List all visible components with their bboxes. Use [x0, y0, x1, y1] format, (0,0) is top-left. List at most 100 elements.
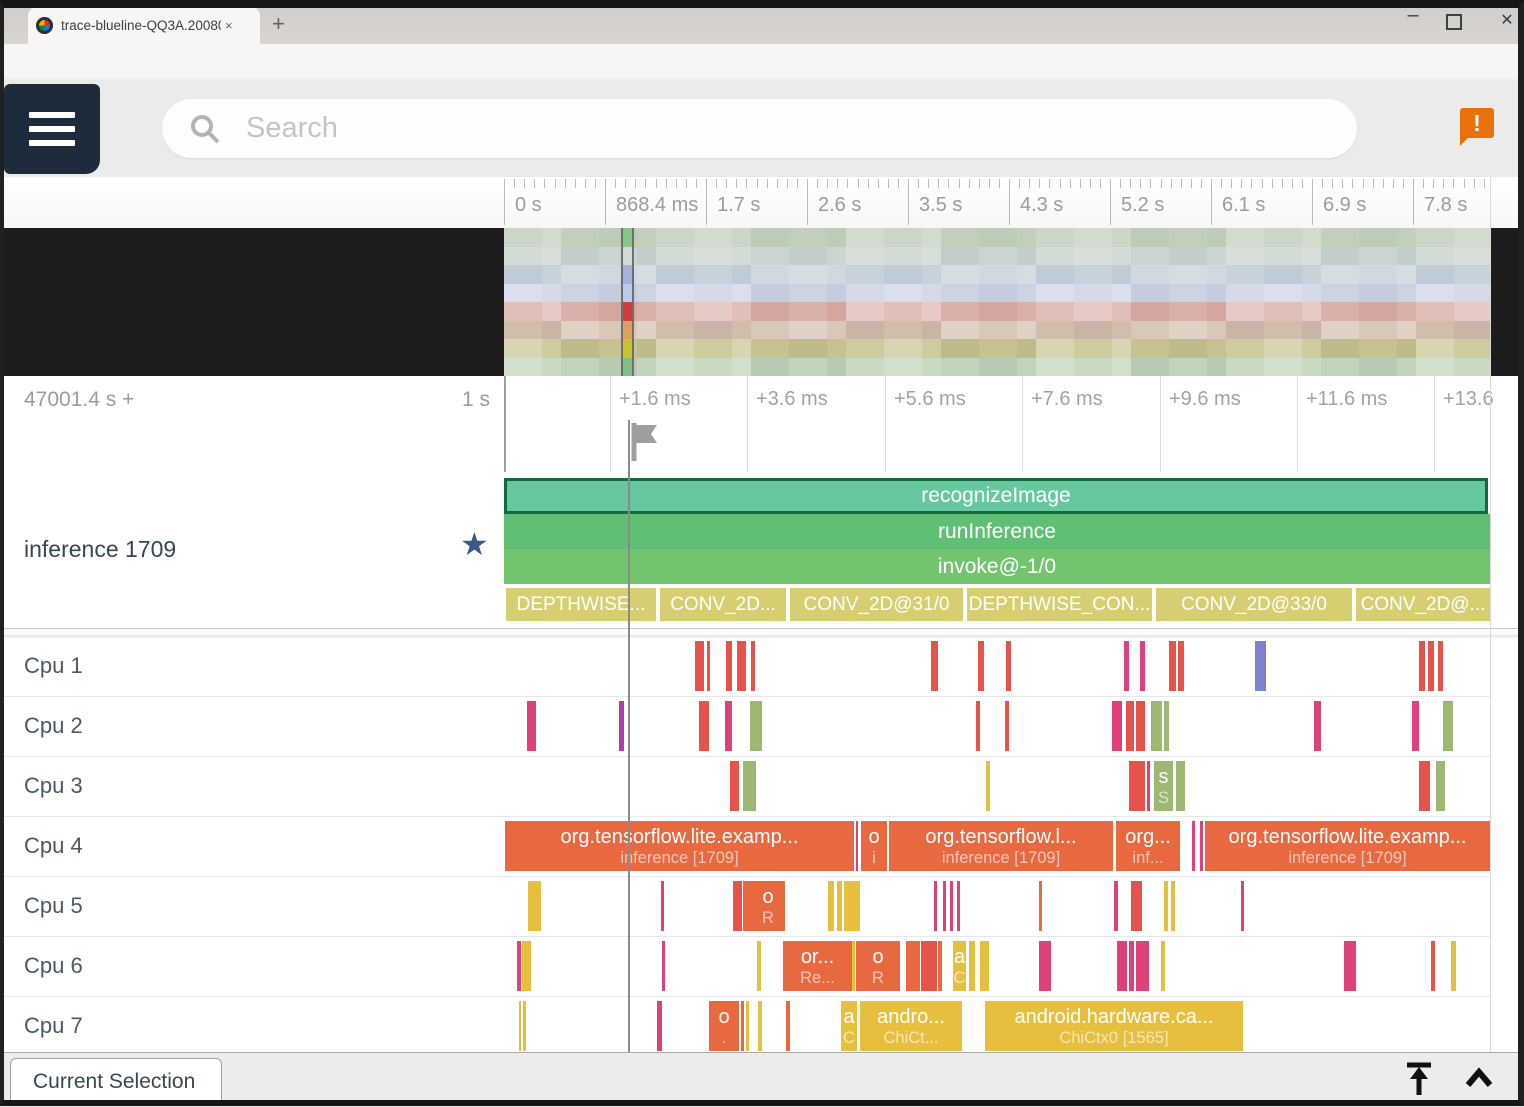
slice[interactable] — [921, 941, 937, 991]
timeline-ruler[interactable]: 0 s 868.4 ms 1.7 s 2.6 s 3.5 s 4.3 s 5.2 s 6.1 … — [0, 177, 1524, 228]
slice-op[interactable]: CONV_2D@31/0 — [790, 588, 963, 621]
slice[interactable] — [1169, 641, 1176, 691]
slice-op[interactable]: DEPTHWISE... — [506, 588, 656, 621]
slice[interactable] — [619, 701, 624, 751]
slice[interactable] — [523, 1001, 526, 1051]
pinned-area-separator[interactable] — [0, 628, 1524, 635]
slice[interactable] — [1140, 641, 1145, 691]
slice[interactable] — [1129, 761, 1145, 811]
pinned-track-inference[interactable]: inference 1709 ★ recognizeImage runInfere… — [0, 472, 1524, 628]
slice[interactable] — [517, 941, 521, 991]
slice[interactable] — [978, 641, 984, 691]
slice[interactable] — [828, 881, 834, 931]
search-bar[interactable] — [162, 99, 1357, 158]
slice-andro-[interactable]: andro... ChiCt... — [860, 1001, 962, 1051]
slice[interactable] — [699, 701, 709, 751]
window-maximize-button[interactable] — [1446, 14, 1462, 30]
slice[interactable] — [662, 941, 665, 991]
slice[interactable] — [1419, 641, 1425, 691]
slice[interactable] — [1161, 941, 1165, 991]
slice[interactable] — [1124, 641, 1129, 691]
slice[interactable] — [1129, 941, 1134, 991]
slice[interactable] — [726, 641, 732, 691]
slice[interactable] — [1005, 701, 1009, 751]
slice[interactable] — [950, 881, 953, 931]
slice[interactable] — [1117, 941, 1127, 991]
flag-marker-line[interactable] — [628, 420, 630, 1052]
new-tab-button[interactable]: + — [272, 11, 285, 36]
slice[interactable] — [746, 1001, 749, 1051]
slice[interactable] — [1006, 641, 1011, 691]
slice[interactable] — [758, 1001, 762, 1051]
slice[interactable] — [1255, 641, 1266, 691]
slice[interactable] — [1136, 941, 1149, 991]
flag-icon[interactable] — [630, 421, 660, 463]
slice[interactable] — [1147, 761, 1150, 811]
slice[interactable] — [1241, 881, 1244, 931]
slice[interactable] — [1112, 701, 1122, 751]
slice-invoke-1-0[interactable]: invoke@-1/0 — [504, 549, 1490, 584]
sidebar-menu-button[interactable] — [4, 84, 100, 174]
slice[interactable] — [1039, 881, 1042, 931]
slice[interactable] — [1192, 821, 1195, 871]
expand-panel-chevron-icon[interactable] — [1462, 1064, 1496, 1094]
slice[interactable] — [1431, 941, 1435, 991]
slice[interactable] — [725, 701, 732, 751]
slice-op[interactable]: CONV_2D@33/0 — [1156, 588, 1352, 621]
slice[interactable] — [730, 761, 739, 811]
slice[interactable] — [1176, 761, 1185, 811]
detail-time-ruler[interactable]: 47001.4 s + 1 s +1.6 ms +3.6 ms +5.6 ms +7.… — [0, 376, 1524, 472]
slice[interactable] — [1178, 641, 1184, 691]
browser-tab[interactable]: trace-blueline-QQ3A.200805 × — [28, 7, 260, 44]
slice[interactable] — [1131, 881, 1142, 931]
slice[interactable] — [943, 881, 946, 931]
slice[interactable] — [786, 1001, 790, 1051]
slice[interactable] — [976, 701, 980, 751]
slice[interactable] — [1436, 761, 1445, 811]
slice[interactable] — [527, 701, 536, 751]
slice[interactable] — [733, 881, 742, 931]
star-icon[interactable]: ★ — [460, 526, 489, 562]
slice-or-[interactable]: or... Re... — [783, 941, 852, 991]
slice[interactable] — [852, 941, 855, 991]
slice[interactable] — [1200, 821, 1203, 871]
slice-org-tensorflow-l-[interactable]: org.tensorflow.l... inference [1709] — [889, 821, 1113, 871]
slice-org-tensorflow-lite-examp-[interactable]: org.tensorflow.lite.examp... inference [1… — [505, 821, 854, 871]
slice[interactable] — [707, 641, 710, 691]
current-selection-tab[interactable]: Current Selection — [10, 1058, 222, 1106]
slice[interactable] — [757, 941, 761, 991]
slice[interactable] — [737, 641, 746, 691]
scroll-to-top-icon[interactable] — [1402, 1061, 1436, 1097]
slice[interactable] — [743, 881, 751, 931]
slice[interactable] — [1114, 881, 1118, 931]
slice[interactable] — [695, 641, 704, 691]
slice[interactable] — [1151, 701, 1162, 751]
slice[interactable] — [980, 941, 989, 991]
slice[interactable] — [657, 1001, 662, 1051]
slice[interactable] — [856, 821, 858, 871]
slice[interactable] — [1443, 701, 1453, 751]
slice[interactable] — [938, 941, 942, 991]
slice[interactable] — [1039, 941, 1051, 991]
report-bug-icon[interactable]: ! — [1460, 108, 1494, 146]
slice[interactable] — [934, 881, 937, 931]
slice[interactable] — [969, 941, 975, 991]
track-row-cpu-6[interactable]: Cpu 6 or... Re... o R a C — [0, 936, 1490, 997]
slice-recognizeimage[interactable]: recognizeImage — [504, 478, 1488, 514]
slice[interactable] — [837, 881, 842, 931]
slice[interactable] — [519, 1001, 521, 1051]
tab-close-icon[interactable]: × — [225, 18, 233, 33]
slice-op[interactable]: CONV_2D@... — [1356, 588, 1490, 621]
track-row-cpu-2[interactable]: Cpu 2 — [0, 696, 1490, 757]
slice-runinference[interactable]: runInference — [504, 514, 1490, 549]
slice-org-tensorflow-lite-examp-[interactable]: org.tensorflow.lite.examp... inference [1… — [1205, 821, 1490, 871]
slice-op[interactable]: CONV_2D... — [660, 588, 786, 621]
slice[interactable] — [661, 881, 664, 931]
slice[interactable] — [1451, 941, 1456, 991]
